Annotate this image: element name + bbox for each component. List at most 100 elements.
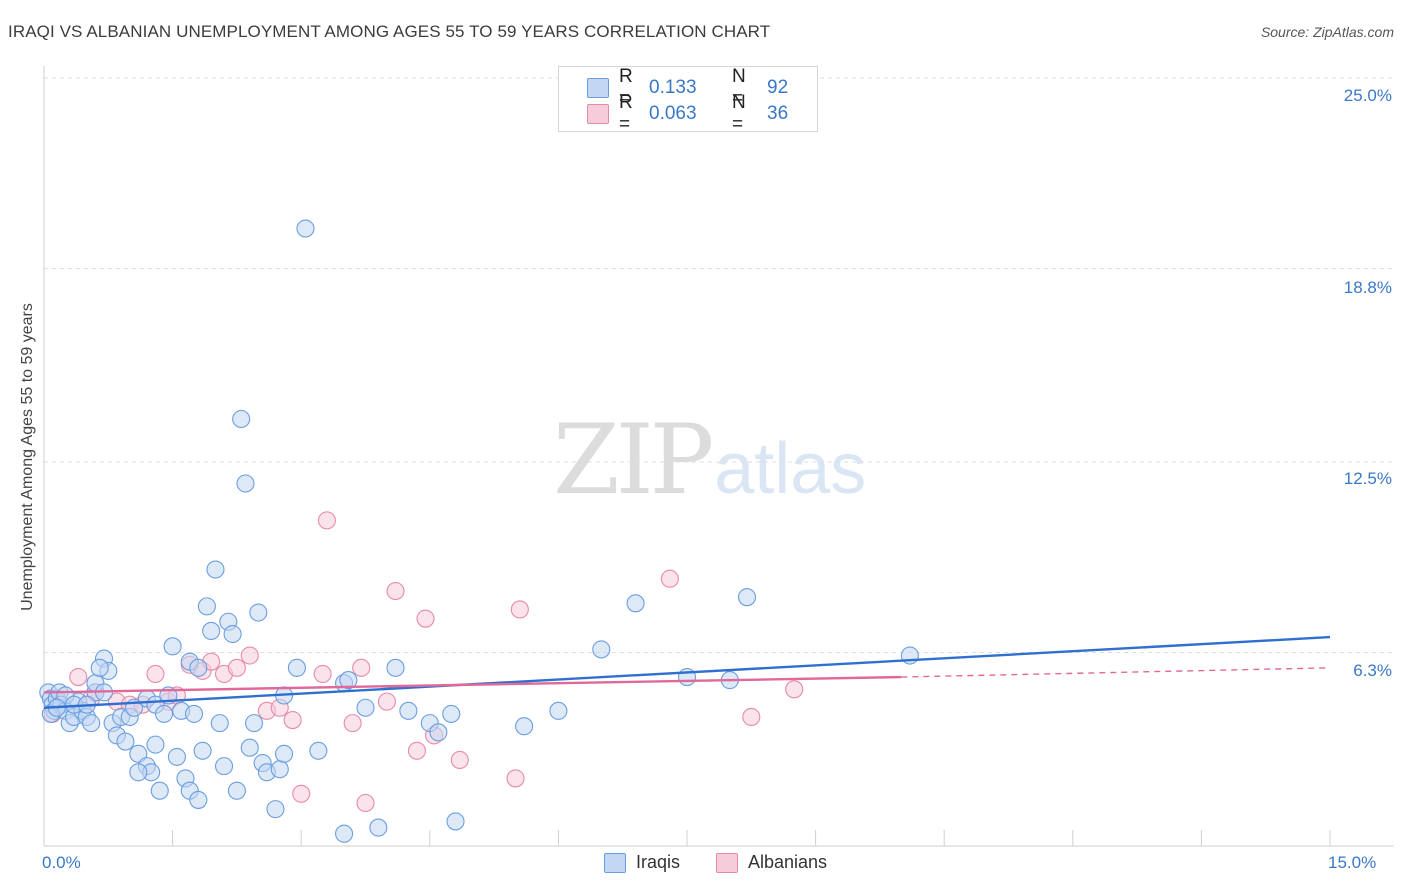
gridlines <box>44 77 1394 653</box>
albanians-swatch <box>716 852 738 873</box>
iraqis-point <box>626 594 645 613</box>
iraqis-points <box>39 219 919 843</box>
albanians-point <box>352 658 371 677</box>
iraqis-point <box>227 781 246 800</box>
legend-label-albanians: Albanians <box>748 852 828 872</box>
legend-item-iraqis[interactable]: Iraqis <box>604 852 680 873</box>
iraqis-point <box>223 624 242 644</box>
iraqis-point <box>90 658 109 677</box>
iraqis-point <box>287 658 306 677</box>
albanians-point <box>660 569 679 588</box>
albanians-point <box>283 710 302 730</box>
iraqis-swatch <box>587 78 609 98</box>
albanians-point <box>343 714 362 733</box>
albanians-point <box>416 609 435 628</box>
iraqis-point <box>236 474 255 493</box>
iraqis-point <box>240 738 259 757</box>
iraqis-point <box>146 735 165 754</box>
y-tick-label: 25.0% <box>1343 86 1392 105</box>
iraqis-point <box>82 714 101 733</box>
iraqis-point <box>266 800 285 819</box>
albanians-n-value: 36 <box>767 103 789 124</box>
x-tick-label-min: 0.0% <box>42 853 81 872</box>
albanians-point <box>356 793 375 813</box>
r-label: R = <box>619 92 633 135</box>
iraqis-point <box>150 781 169 800</box>
albanians-point <box>510 600 529 619</box>
iraqis-point <box>356 698 375 717</box>
y-tick-label: 6.3% <box>1353 661 1392 680</box>
albanians-trend-line <box>43 675 902 694</box>
r-label: R = <box>619 66 633 109</box>
albanians-point <box>227 658 246 677</box>
iraqis-point <box>446 812 465 831</box>
albanians-point <box>506 769 525 788</box>
albanians-point <box>377 692 396 711</box>
y-tick-label: 12.5% <box>1343 469 1392 488</box>
iraqis-point <box>214 757 234 776</box>
iraqis-point <box>335 824 354 843</box>
albanians-point <box>386 581 405 601</box>
y-tick-label: 18.8% <box>1343 278 1392 297</box>
iraqis-point <box>592 640 611 659</box>
chart-title: IRAQI VS ALBANIAN UNEMPLOYMENT AMONG AGE… <box>8 22 771 41</box>
iraqis-point <box>399 701 418 720</box>
iraqis-point <box>429 723 448 742</box>
iraqis-point <box>129 763 148 782</box>
iraqis-point <box>275 744 294 763</box>
iraqis-point <box>249 603 268 622</box>
iraqis-r-value: 0.133 <box>649 77 697 98</box>
iraqis-point <box>197 597 216 616</box>
albanians-point <box>292 784 311 803</box>
albanians-point <box>146 664 165 684</box>
iraqis-point <box>515 717 534 736</box>
albanians-trend-extension <box>901 667 1331 678</box>
legend-item-albanians[interactable]: Albanians <box>716 852 827 873</box>
legend-label-iraqis: Iraqis <box>636 852 681 872</box>
albanians-point <box>317 511 336 530</box>
iraqis-point <box>309 741 328 760</box>
trend-lines <box>43 635 1331 709</box>
iraqis-point <box>737 588 757 607</box>
x-tick-label-max: 15.0% <box>1328 853 1377 872</box>
stats-legend: R = 0.133 N = 92 R = 0.063 N = 36 <box>558 66 818 135</box>
albanians-r-value: 0.063 <box>649 103 697 124</box>
albanians-point <box>240 646 259 665</box>
albanians-point <box>450 750 469 770</box>
albanians-point <box>407 741 426 760</box>
iraqis-point <box>210 714 229 733</box>
n-label: N = <box>732 92 746 135</box>
albanians-point <box>785 680 804 699</box>
albanians-point <box>69 667 88 687</box>
iraqis-point <box>339 671 358 690</box>
iraqis-point <box>549 701 568 720</box>
iraqis-point <box>189 658 208 677</box>
source-label: Source: ZipAtlas.com <box>1260 24 1394 40</box>
iraqis-point <box>154 704 174 723</box>
n-label: N = <box>732 66 746 109</box>
iraqis-point <box>206 560 225 579</box>
iraqis-point <box>129 744 148 763</box>
iraqis-point <box>184 704 204 723</box>
iraqis-point <box>232 409 251 429</box>
albanians-point <box>313 664 332 684</box>
iraqis-n-value: 92 <box>767 77 789 98</box>
iraqis-trend-line <box>43 635 1331 709</box>
iraqis-point <box>189 790 208 809</box>
iraqis-point <box>386 658 405 677</box>
iraqis-point <box>163 637 182 656</box>
iraqis-point <box>442 704 461 723</box>
albanians-point <box>742 707 761 727</box>
iraqis-swatch <box>604 852 626 873</box>
albanians-swatch <box>587 104 609 124</box>
iraqis-point <box>202 621 221 641</box>
iraqis-point <box>270 760 289 779</box>
iraqis-point <box>116 732 135 751</box>
iraqis-point <box>369 818 388 837</box>
iraqis-point <box>296 219 315 238</box>
iraqis-point <box>244 714 264 733</box>
axes <box>43 66 1394 847</box>
iraqis-point <box>193 741 212 760</box>
iraqis-point <box>167 747 186 766</box>
